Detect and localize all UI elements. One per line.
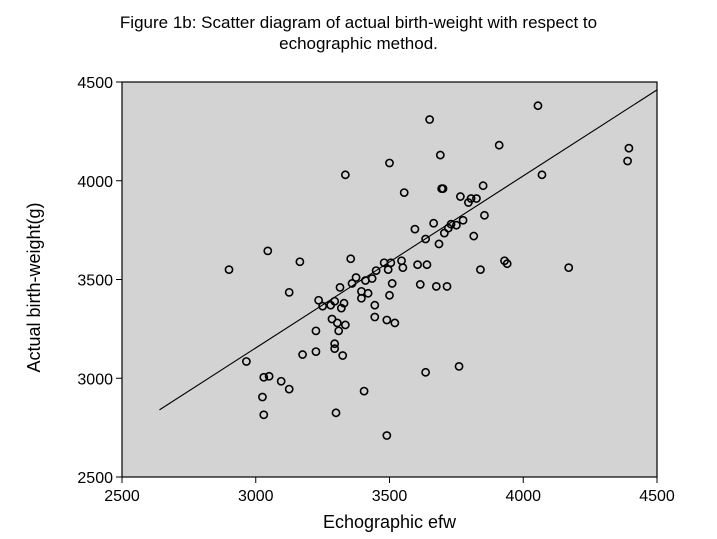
data-point xyxy=(224,265,234,275)
data-point xyxy=(624,143,634,153)
fit-line-layer xyxy=(159,89,658,411)
data-point xyxy=(494,140,504,150)
data-point xyxy=(382,431,392,440)
data-point xyxy=(399,188,409,197)
y-tick-label: 2500 xyxy=(77,470,113,487)
data-point xyxy=(346,254,356,264)
x-tick-label: 4000 xyxy=(505,488,541,505)
data-point xyxy=(431,282,441,291)
x-tick-label: 4500 xyxy=(639,488,675,505)
y-tick-label: 3500 xyxy=(77,273,113,290)
data-point xyxy=(469,231,479,241)
data-point xyxy=(458,215,468,225)
x-axis-label: Echographic efw xyxy=(323,512,457,532)
data-point xyxy=(330,344,340,354)
data-point xyxy=(371,266,381,276)
data-points xyxy=(224,101,634,440)
x-tick-label: 3000 xyxy=(238,488,274,505)
x-axis: 2500 3000 3500 4000 4500 xyxy=(104,477,675,505)
data-point xyxy=(472,194,481,203)
data-point xyxy=(335,282,345,292)
data-point xyxy=(258,392,267,402)
data-point xyxy=(564,263,574,273)
y-axis: 2500 3000 3500 4000 4500 xyxy=(77,75,122,487)
data-point xyxy=(330,339,340,349)
data-point xyxy=(442,282,452,291)
data-point xyxy=(331,408,341,418)
data-point xyxy=(276,376,286,386)
data-point xyxy=(367,274,377,283)
data-point xyxy=(537,170,547,180)
data-point xyxy=(387,279,397,288)
data-point xyxy=(340,170,350,180)
data-point xyxy=(533,101,543,111)
data-point xyxy=(264,371,274,381)
x-tick-label: 3500 xyxy=(372,488,408,505)
data-point xyxy=(314,295,324,305)
data-point xyxy=(338,351,348,360)
data-point xyxy=(446,219,456,229)
y-tick-label: 4000 xyxy=(77,174,113,191)
data-point xyxy=(421,234,431,244)
data-point xyxy=(259,410,269,420)
data-point xyxy=(410,224,420,234)
data-point xyxy=(451,220,461,230)
data-point xyxy=(454,361,464,371)
chart-title-line-1: Figure 1b: Scatter diagram of actual bir… xyxy=(119,13,598,32)
data-point xyxy=(438,184,448,194)
data-point xyxy=(476,265,485,275)
data-point xyxy=(421,367,431,377)
data-point xyxy=(311,347,321,356)
data-point xyxy=(502,259,512,269)
data-point xyxy=(284,287,294,297)
data-point xyxy=(415,280,425,289)
data-point xyxy=(480,210,489,220)
data-point xyxy=(466,194,476,203)
data-point xyxy=(330,296,340,306)
data-point xyxy=(347,279,357,288)
data-point xyxy=(340,320,350,330)
data-point xyxy=(259,372,269,382)
data-point xyxy=(370,300,380,310)
data-point xyxy=(398,263,408,273)
data-point xyxy=(435,150,445,160)
data-point xyxy=(284,384,294,394)
data-point xyxy=(425,115,435,124)
data-point xyxy=(390,318,400,328)
data-point xyxy=(298,350,307,359)
data-point xyxy=(318,301,328,311)
data-point xyxy=(413,260,422,270)
data-point xyxy=(382,315,392,325)
data-point xyxy=(478,181,488,191)
data-point xyxy=(357,293,366,303)
data-point xyxy=(332,318,342,328)
data-point xyxy=(339,298,349,308)
data-point xyxy=(311,326,321,336)
chart-title-line-2: echographic method. xyxy=(279,34,438,53)
x-tick-label: 2500 xyxy=(104,488,140,505)
data-point xyxy=(623,156,632,166)
y-axis-label: Actual birth-weight(g) xyxy=(24,202,44,372)
data-point xyxy=(359,386,369,396)
fit-line xyxy=(159,89,658,411)
data-point xyxy=(334,326,344,336)
chart-title: Figure 1b: Scatter diagram of actual bir… xyxy=(0,12,717,54)
data-point xyxy=(429,218,439,228)
data-point xyxy=(385,158,394,168)
data-point xyxy=(351,273,361,282)
data-point xyxy=(370,312,380,322)
data-point xyxy=(386,258,396,268)
data-point xyxy=(241,357,251,366)
data-point xyxy=(455,192,465,201)
y-tick-label: 3000 xyxy=(77,371,113,388)
y-tick-label: 4500 xyxy=(77,75,113,92)
data-point xyxy=(422,260,432,270)
data-point xyxy=(263,246,273,256)
data-point xyxy=(385,290,394,300)
data-point xyxy=(363,288,373,298)
data-point xyxy=(295,257,305,267)
data-point xyxy=(434,239,444,249)
